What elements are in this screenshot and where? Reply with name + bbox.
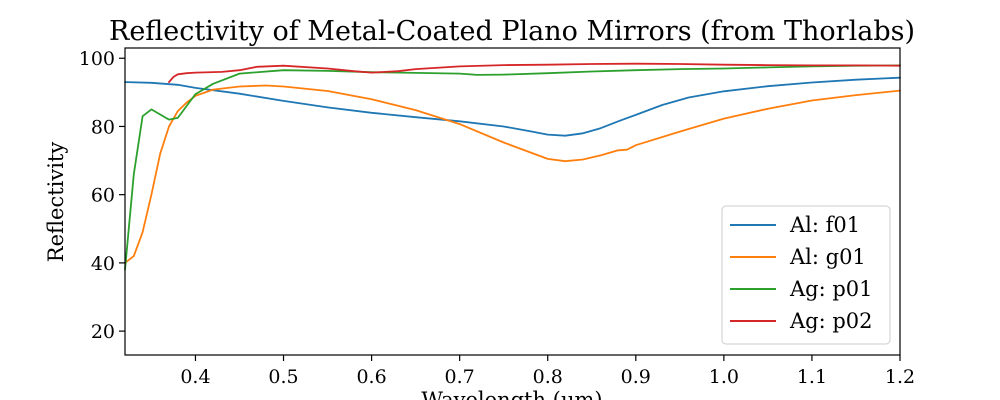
x-axis-label: Wavelength (μm) <box>421 388 602 400</box>
legend-label-0: Al: f01 <box>789 213 860 237</box>
x-tick-label-0: 0.4 <box>180 366 210 388</box>
series-line-1 <box>124 84 901 264</box>
plot-area-frame <box>124 47 901 356</box>
chart-title: Reflectivity of Metal-Coated Plano Mirro… <box>109 16 915 47</box>
x-tick-label-7: 1.1 <box>797 366 827 388</box>
y-tick-label-4: 100 <box>79 48 115 70</box>
series-layer <box>124 62 901 271</box>
series-line-3 <box>168 62 901 83</box>
y-tick-label-1: 40 <box>91 253 115 275</box>
y-tick-label-3: 80 <box>91 116 115 138</box>
legend-frame <box>721 205 891 345</box>
axis-ticks: 0.4 0.5 0.6 0.7 0.8 0.9 1.0 1.1 1.2 20 40 60 80 100 <box>79 48 915 388</box>
y-tick-label-2: 60 <box>91 185 115 207</box>
series-line-0 <box>124 76 901 137</box>
y-axis-label: Reflectivity <box>44 142 68 263</box>
x-tick-label-2: 0.6 <box>356 366 386 388</box>
legend-label-3: Ag: p02 <box>789 309 873 333</box>
x-tick-label-6: 1.0 <box>709 366 739 388</box>
y-tick-label-0: 20 <box>91 321 115 343</box>
x-tick-label-1: 0.5 <box>268 366 298 388</box>
x-tick-label-8: 1.2 <box>885 366 915 388</box>
x-tick-label-4: 0.8 <box>533 366 563 388</box>
legend-label-1: Al: g01 <box>789 245 866 269</box>
x-tick-label-5: 0.9 <box>621 366 651 388</box>
legend: Al: f01 Al: g01 Ag: p01 Ag: p02 <box>721 205 891 345</box>
legend-label-2: Ag: p01 <box>789 277 873 301</box>
x-tick-label-3: 0.7 <box>445 366 475 388</box>
